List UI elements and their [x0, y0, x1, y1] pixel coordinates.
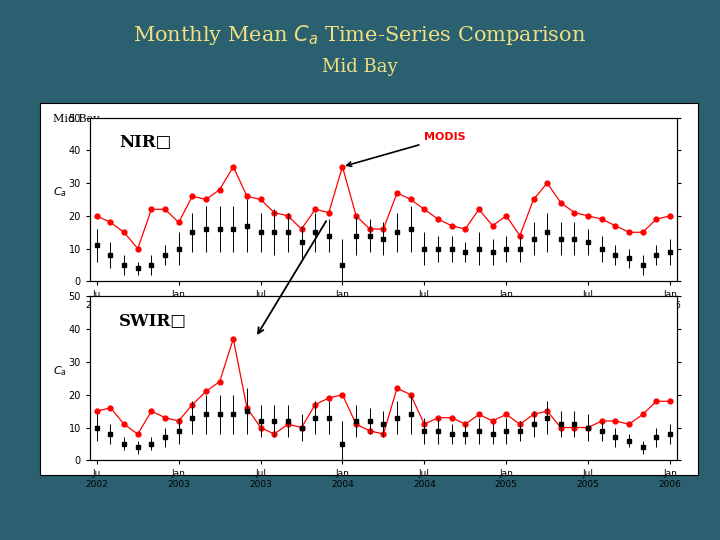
Y-axis label: $C_a$: $C_a$ [53, 364, 67, 379]
Text: Monthly Mean $C_a$ Time-Series Comparison: Monthly Mean $C_a$ Time-Series Compariso… [133, 23, 587, 47]
Y-axis label: $C_a$: $C_a$ [53, 186, 67, 199]
Text: SWIR□: SWIR□ [120, 313, 187, 330]
Text: Mid Bay: Mid Bay [53, 114, 99, 124]
Text: MODIS: MODIS [347, 132, 466, 166]
Text: Mid Bay: Mid Bay [322, 58, 398, 77]
Text: NIR□: NIR□ [120, 134, 171, 151]
